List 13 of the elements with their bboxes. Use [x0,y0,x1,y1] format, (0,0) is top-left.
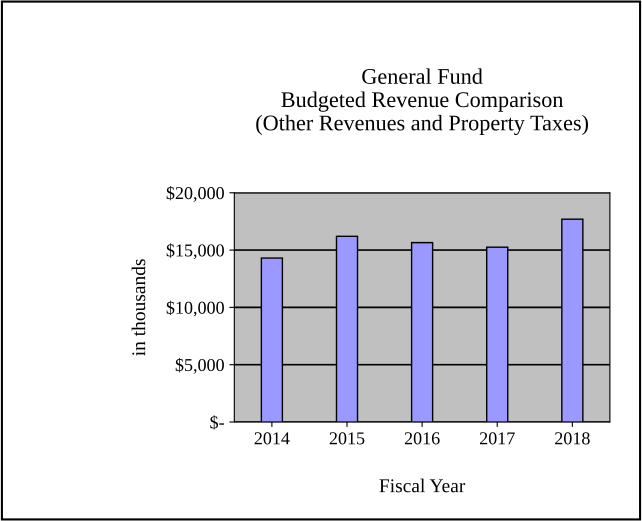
y-tick-label: $20,000 [166,186,224,202]
x-tick-label: 2015 [330,432,364,444]
x-tick-label: 2017 [480,432,515,444]
chart-title: General Fund Budgeted Revenue Comparison (Other Revenues and Property Taxes) [256,68,588,136]
x-tick-label: 2014 [254,432,290,444]
y-tick-label: $5,000 [176,358,224,374]
y-tick-label: $- [210,415,224,430]
x-tick-label: 2016 [404,432,440,444]
y-axis-title: in thousands [132,259,146,356]
x-axis-title: Fiscal Year [379,478,466,492]
y-tick-label: $15,000 [166,243,224,260]
y-tick-label: $10,000 [166,300,224,316]
x-tick-label: 2018 [555,432,590,444]
